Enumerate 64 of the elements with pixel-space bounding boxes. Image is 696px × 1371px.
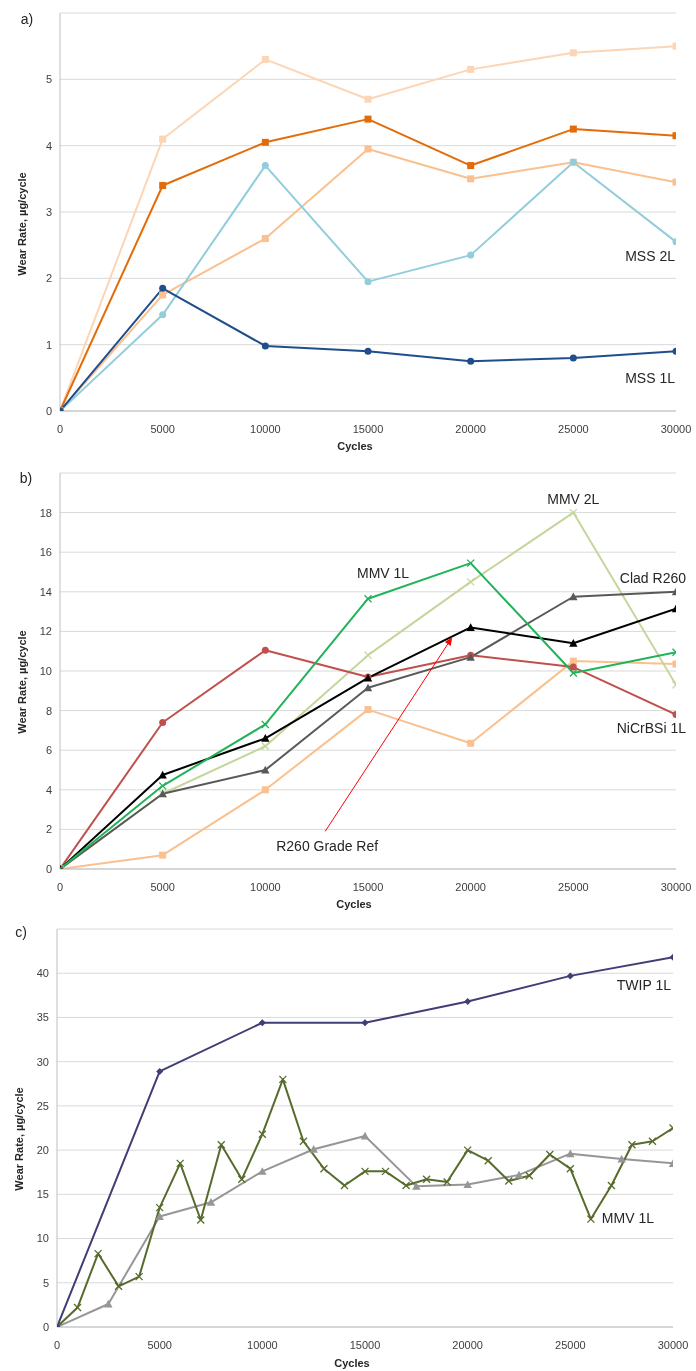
y-tick-label: 1 (45, 338, 52, 351)
series-label: MMV 1L (357, 564, 410, 581)
series-label: MMV 1L (601, 1210, 655, 1227)
x-tick-label: 30000 (657, 1338, 689, 1351)
y-tick-label: 18 (39, 506, 52, 519)
chart-title: b) (19, 470, 33, 486)
x-tick-label: 30000 (660, 422, 692, 435)
y-tick-label: 25 (36, 1099, 49, 1112)
y-tick-label: 3 (45, 205, 52, 218)
y-tick-label: 2 (45, 823, 52, 836)
y-tick-label: 4 (45, 139, 52, 152)
series-label: TWIP 1L (616, 977, 672, 994)
series-label: MSS 1L (625, 370, 676, 387)
chart-title: a) (20, 11, 34, 27)
x-tick-label: 25000 (555, 1338, 586, 1351)
x-tick-label: 20000 (455, 880, 486, 893)
x-tick-label: 0 (56, 880, 64, 893)
y-axis-title: Wear Rate, µg/cycle (16, 630, 28, 734)
x-axis-title: Cycles (334, 1357, 370, 1369)
y-tick-label: 6 (45, 744, 52, 757)
x-tick-label: 30000 (660, 880, 692, 893)
y-tick-label: 35 (36, 1011, 49, 1024)
series-label: NiCrBSi 1L (616, 719, 687, 736)
x-tick-label: 10000 (250, 880, 281, 893)
y-tick-label: 0 (42, 1320, 49, 1333)
y-tick-label: 10 (36, 1232, 49, 1245)
y-axis-title: Wear Rate, µg/cycle (16, 172, 28, 276)
y-tick-label: 5 (45, 73, 52, 86)
series-label: MSS 2L (625, 247, 676, 264)
y-tick-label: 40 (36, 967, 49, 980)
x-tick-label: 25000 (558, 880, 589, 893)
x-tick-label: 15000 (352, 422, 384, 435)
y-tick-label: 5 (42, 1276, 49, 1289)
y-tick-label: 16 (39, 546, 52, 559)
x-tick-label: 5000 (150, 880, 175, 893)
x-tick-label: 5000 (150, 422, 175, 435)
x-tick-label: 20000 (452, 1338, 483, 1351)
y-tick-label: 0 (45, 862, 52, 875)
y-tick-label: 20 (36, 1144, 49, 1157)
y-tick-label: 14 (39, 585, 52, 598)
series-label: Clad R260 (619, 569, 687, 586)
x-tick-label: 10000 (250, 422, 281, 435)
x-tick-label: 20000 (455, 422, 486, 435)
x-tick-label: 0 (56, 422, 64, 435)
x-axis-title: Cycles (336, 898, 372, 910)
x-tick-label: 0 (53, 1338, 61, 1351)
y-tick-label: 4 (45, 783, 52, 796)
y-tick-label: 8 (45, 704, 52, 717)
x-axis-title: Cycles (337, 440, 373, 452)
x-tick-label: 10000 (247, 1338, 278, 1351)
y-axis-title: Wear Rate, µg/cycle (13, 1087, 25, 1191)
x-tick-label: 15000 (349, 1338, 381, 1351)
y-tick-label: 0 (45, 404, 52, 417)
y-tick-label: 15 (36, 1188, 49, 1201)
y-tick-label: 12 (39, 625, 52, 638)
series-label: MMV 2L (547, 490, 600, 507)
y-tick-label: 2 (45, 272, 52, 285)
x-tick-label: 5000 (147, 1338, 172, 1351)
x-tick-label: 25000 (558, 422, 589, 435)
chart-title: c) (15, 924, 27, 940)
y-tick-label: 30 (36, 1055, 49, 1068)
y-tick-label: 10 (39, 664, 52, 677)
x-tick-label: 15000 (352, 880, 384, 893)
annotation: R260 Grade Ref (276, 838, 379, 855)
